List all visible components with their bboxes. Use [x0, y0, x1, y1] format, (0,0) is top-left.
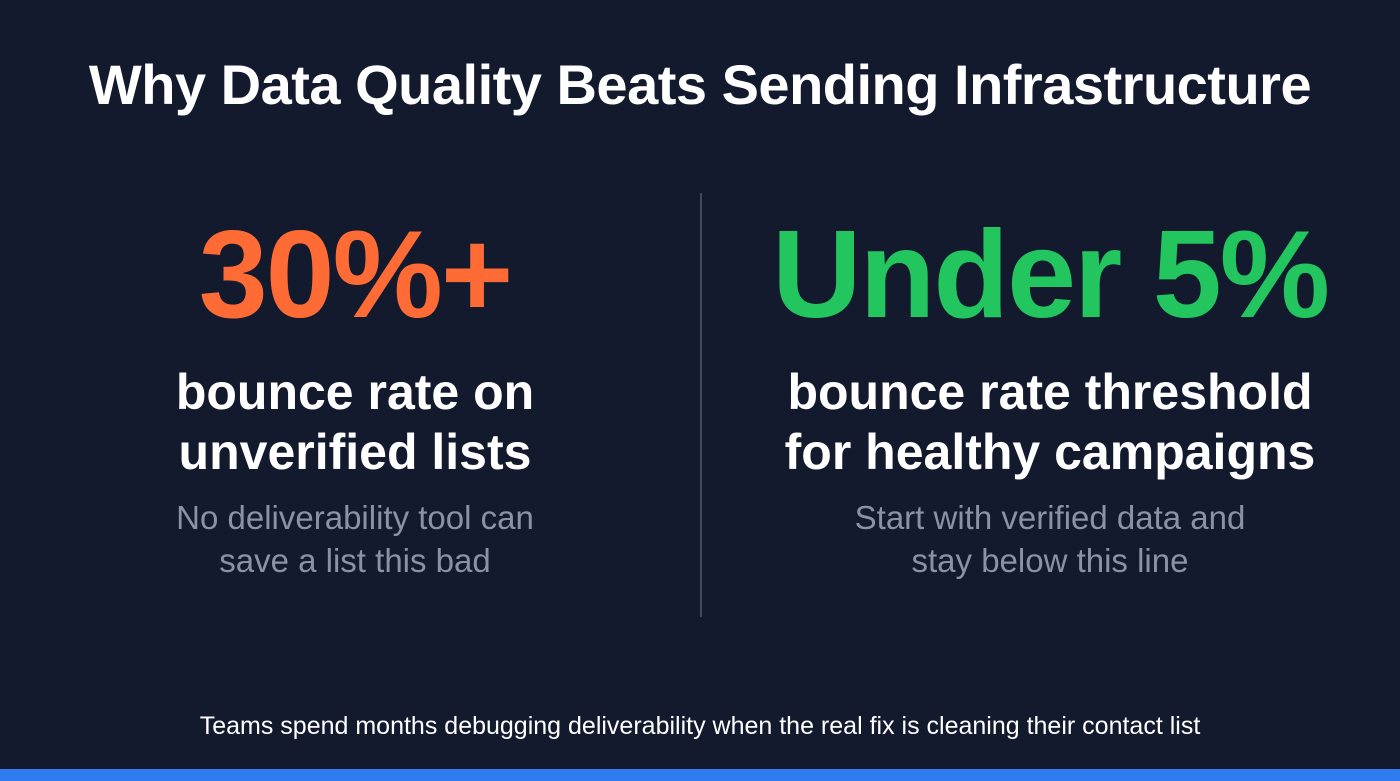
- stat-description-line: stay below this line: [911, 542, 1189, 579]
- stat-label-line: for healthy campaigns: [784, 424, 1316, 480]
- healthy-stat-panel: Under 5% bounce rate threshold for healt…: [740, 200, 1360, 582]
- accent-bar: [0, 769, 1400, 781]
- stat-label-line: bounce rate on: [175, 364, 535, 420]
- unverified-stat-panel: 30%+ bounce rate on unverified lists No …: [100, 200, 610, 582]
- stat-description-line: save a list this bad: [219, 542, 491, 579]
- stat-label-line: unverified lists: [178, 424, 532, 480]
- stat-description-line: No deliverability tool can: [176, 499, 534, 536]
- stat-description: No deliverability tool can save a list t…: [100, 496, 610, 582]
- page-title: Why Data Quality Beats Sending Infrastru…: [88, 53, 1312, 116]
- stat-label: bounce rate on unverified lists: [100, 362, 610, 482]
- stat-description: Start with verified data and stay below …: [740, 496, 1360, 582]
- stat-description-line: Start with verified data and: [854, 499, 1246, 536]
- stat-value-healthy: Under 5%: [772, 206, 1330, 344]
- stat-value-unverified: 30%+: [198, 206, 514, 344]
- stat-label: bounce rate threshold for healthy campai…: [740, 362, 1360, 482]
- footer-caption: Teams spend months debugging deliverabil…: [199, 712, 1201, 740]
- column-divider: [700, 193, 702, 617]
- stat-label-line: bounce rate threshold: [787, 364, 1313, 420]
